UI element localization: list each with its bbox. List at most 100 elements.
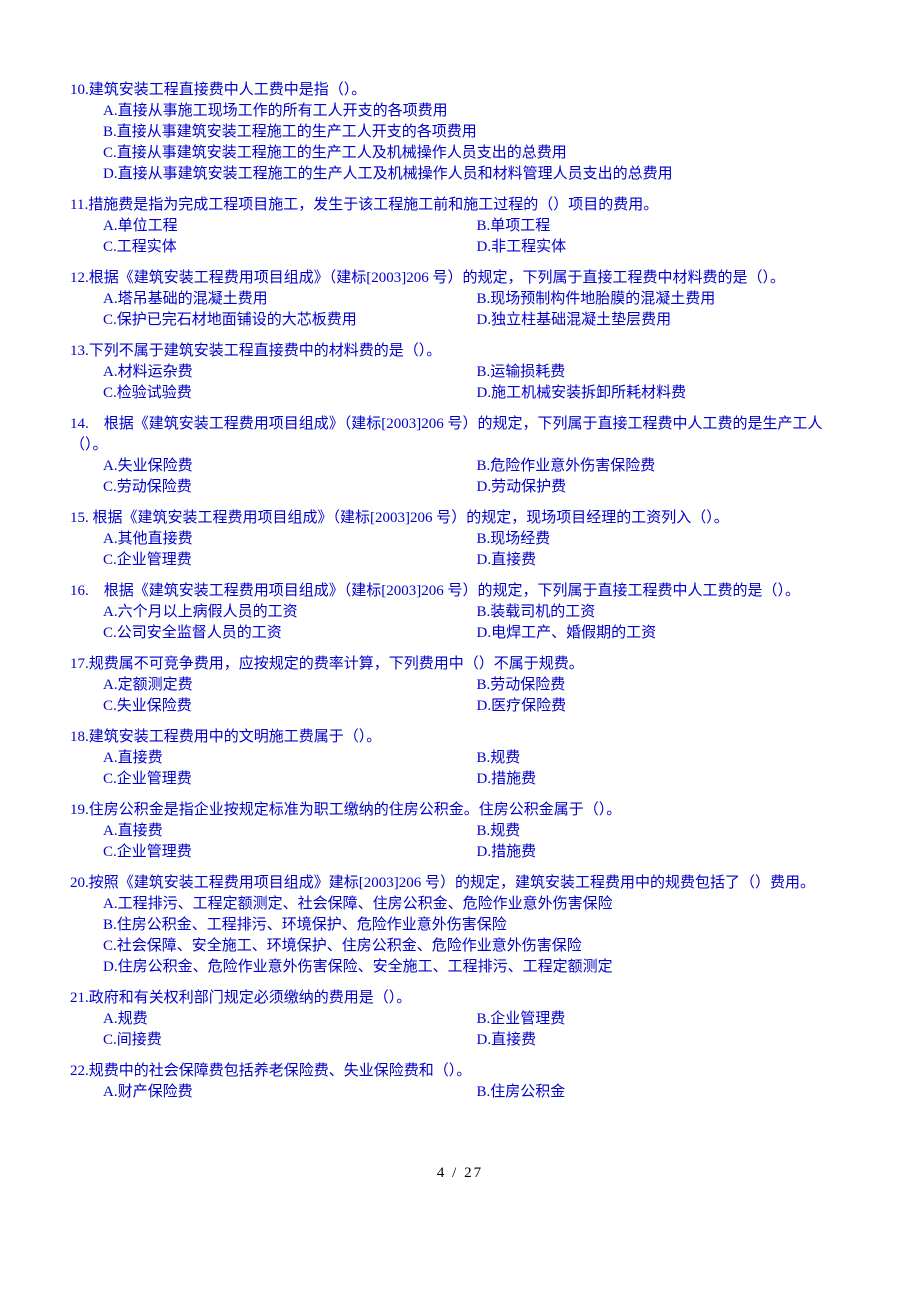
option: B.单项工程: [477, 216, 851, 237]
option-row: A.直接费B.规费: [103, 821, 850, 842]
option: C.失业保险费: [103, 696, 477, 717]
question-stem: 17.规费属不可竞争费用，应按规定的费率计算，下列费用中（）不属于规费。: [70, 654, 850, 675]
exam-page: 10.建筑安装工程直接费中人工费中是指（）。A.直接从事施工现场工作的所有工人开…: [0, 0, 920, 1224]
option: B.运输损耗费: [477, 362, 851, 383]
option-row: A.塔吊基础的混凝土费用B.现场预制构件地胎膜的混凝土费用: [103, 289, 850, 310]
option-row: A.六个月以上病假人员的工资B.装载司机的工资: [103, 602, 850, 623]
option: A.工程排污、工程定额测定、社会保障、住房公积金、危险作业意外伤害保险: [70, 894, 850, 915]
option: C.企业管理费: [103, 842, 477, 863]
question-19: 19.住房公积金是指企业按规定标准为职工缴纳的住房公积金。住房公积金属于（）。A…: [70, 800, 850, 863]
option-row: A.财产保险费B.住房公积金: [103, 1082, 850, 1103]
option: D.电焊工产、婚假期的工资: [477, 623, 851, 644]
option-row: A.单位工程B.单项工程: [103, 216, 850, 237]
option: B.住房公积金: [477, 1082, 851, 1103]
option: D.非工程实体: [477, 237, 851, 258]
options-full: A.直接从事施工现场工作的所有工人开支的各项费用B.直接从事建筑安装工程施工的生…: [70, 101, 850, 185]
option: D.劳动保护费: [477, 477, 851, 498]
question-18: 18.建筑安装工程费用中的文明施工费属于（）。A.直接费B.规费C.企业管理费D…: [70, 727, 850, 790]
option: A.定额测定费: [103, 675, 477, 696]
option: D.直接费: [477, 1030, 851, 1051]
question-14: 14. 根据《建筑安装工程费用项目组成》（建标[2003]206 号）的规定，下…: [70, 414, 850, 498]
option: D.直接从事建筑安装工程施工的生产人工及机械操作人员和材料管理人员支出的总费用: [70, 164, 850, 185]
option: A.直接费: [103, 748, 477, 769]
option: A.财产保险费: [103, 1082, 477, 1103]
option: B.规费: [477, 748, 851, 769]
option: B.企业管理费: [477, 1009, 851, 1030]
option-row: C.企业管理费D.措施费: [103, 769, 850, 790]
question-stem: 20.按照《建筑安装工程费用项目组成》建标[2003]206 号）的规定，建筑安…: [70, 873, 850, 894]
question-stem: 21.政府和有关权利部门规定必须缴纳的费用是（）。: [70, 988, 850, 1009]
options-two-col: A.材料运杂费B.运输损耗费C.检验试验费D.施工机械安装拆卸所耗材料费: [70, 362, 850, 404]
option: D.独立柱基础混凝土垫层费用: [477, 310, 851, 331]
option: A.塔吊基础的混凝土费用: [103, 289, 477, 310]
question-stem: 18.建筑安装工程费用中的文明施工费属于（）。: [70, 727, 850, 748]
option: D.医疗保险费: [477, 696, 851, 717]
option: D.施工机械安装拆卸所耗材料费: [477, 383, 851, 404]
option-row: A.定额测定费B.劳动保险费: [103, 675, 850, 696]
option-row: C.保护已完石材地面铺设的大芯板费用D.独立柱基础混凝土垫层费用: [103, 310, 850, 331]
options-two-col: A.定额测定费B.劳动保险费C.失业保险费D.医疗保险费: [70, 675, 850, 717]
option-row: A.其他直接费B.现场经费: [103, 529, 850, 550]
option: A.直接费: [103, 821, 477, 842]
option: C.劳动保险费: [103, 477, 477, 498]
option: C.公司安全监督人员的工资: [103, 623, 477, 644]
question-20: 20.按照《建筑安装工程费用项目组成》建标[2003]206 号）的规定，建筑安…: [70, 873, 850, 978]
page-footer: 4 / 27: [70, 1163, 850, 1184]
option: C.间接费: [103, 1030, 477, 1051]
question-17: 17.规费属不可竞争费用，应按规定的费率计算，下列费用中（）不属于规费。A.定额…: [70, 654, 850, 717]
option: A.规费: [103, 1009, 477, 1030]
question-16: 16. 根据《建筑安装工程费用项目组成》（建标[2003]206 号）的规定，下…: [70, 581, 850, 644]
question-15: 15. 根据《建筑安装工程费用项目组成》（建标[2003]206 号）的规定，现…: [70, 508, 850, 571]
option: B.装载司机的工资: [477, 602, 851, 623]
options-two-col: A.六个月以上病假人员的工资B.装载司机的工资C.公司安全监督人员的工资D.电焊…: [70, 602, 850, 644]
option: A.直接从事施工现场工作的所有工人开支的各项费用: [70, 101, 850, 122]
options-full: A.工程排污、工程定额测定、社会保障、住房公积金、危险作业意外伤害保险B.住房公…: [70, 894, 850, 978]
question-stem: 12.根据《建筑安装工程费用项目组成》（建标[2003]206 号）的规定，下列…: [70, 268, 850, 289]
question-stem: 11.措施费是指为完成工程项目施工，发生于该工程施工前和施工过程的（）项目的费用…: [70, 195, 850, 216]
option: C.社会保障、安全施工、环境保护、住房公积金、危险作业意外伤害保险: [70, 936, 850, 957]
question-stem: 14. 根据《建筑安装工程费用项目组成》（建标[2003]206 号）的规定，下…: [70, 414, 850, 456]
question-22: 22.规费中的社会保障费包括养老保险费、失业保险费和（）。A.财产保险费B.住房…: [70, 1061, 850, 1103]
option: A.单位工程: [103, 216, 477, 237]
options-two-col: A.其他直接费B.现场经费C.企业管理费D.直接费: [70, 529, 850, 571]
option: C.企业管理费: [103, 550, 477, 571]
option: B.现场预制构件地胎膜的混凝土费用: [477, 289, 851, 310]
options-two-col: A.财产保险费B.住房公积金: [70, 1082, 850, 1103]
option: A.材料运杂费: [103, 362, 477, 383]
option-row: C.企业管理费D.措施费: [103, 842, 850, 863]
option: B.规费: [477, 821, 851, 842]
option-row: C.劳动保险费D.劳动保护费: [103, 477, 850, 498]
question-stem: 15. 根据《建筑安装工程费用项目组成》（建标[2003]206 号）的规定，现…: [70, 508, 850, 529]
question-stem: 19.住房公积金是指企业按规定标准为职工缴纳的住房公积金。住房公积金属于（）。: [70, 800, 850, 821]
options-two-col: A.直接费B.规费C.企业管理费D.措施费: [70, 748, 850, 790]
option-row: A.规费B.企业管理费: [103, 1009, 850, 1030]
option-row: C.公司安全监督人员的工资D.电焊工产、婚假期的工资: [103, 623, 850, 644]
options-two-col: A.塔吊基础的混凝土费用B.现场预制构件地胎膜的混凝土费用C.保护已完石材地面铺…: [70, 289, 850, 331]
option-row: C.工程实体D.非工程实体: [103, 237, 850, 258]
option-row: A.失业保险费B.危险作业意外伤害保险费: [103, 456, 850, 477]
question-stem: 22.规费中的社会保障费包括养老保险费、失业保险费和（）。: [70, 1061, 850, 1082]
options-two-col: A.失业保险费B.危险作业意外伤害保险费C.劳动保险费D.劳动保护费: [70, 456, 850, 498]
option-row: A.直接费B.规费: [103, 748, 850, 769]
option: B.住房公积金、工程排污、环境保护、危险作业意外伤害保险: [70, 915, 850, 936]
question-10: 10.建筑安装工程直接费中人工费中是指（）。A.直接从事施工现场工作的所有工人开…: [70, 80, 850, 185]
option: C.保护已完石材地面铺设的大芯板费用: [103, 310, 477, 331]
question-stem: 10.建筑安装工程直接费中人工费中是指（）。: [70, 80, 850, 101]
question-21: 21.政府和有关权利部门规定必须缴纳的费用是（）。A.规费B.企业管理费C.间接…: [70, 988, 850, 1051]
option: D.措施费: [477, 769, 851, 790]
options-two-col: A.单位工程B.单项工程C.工程实体D.非工程实体: [70, 216, 850, 258]
option: C.工程实体: [103, 237, 477, 258]
option: B.劳动保险费: [477, 675, 851, 696]
question-12: 12.根据《建筑安装工程费用项目组成》（建标[2003]206 号）的规定，下列…: [70, 268, 850, 331]
option: D.直接费: [477, 550, 851, 571]
question-11: 11.措施费是指为完成工程项目施工，发生于该工程施工前和施工过程的（）项目的费用…: [70, 195, 850, 258]
option: C.企业管理费: [103, 769, 477, 790]
question-13: 13.下列不属于建筑安装工程直接费中的材料费的是（）。A.材料运杂费B.运输损耗…: [70, 341, 850, 404]
option: C.检验试验费: [103, 383, 477, 404]
option: B.危险作业意外伤害保险费: [477, 456, 851, 477]
option: A.失业保险费: [103, 456, 477, 477]
option-row: C.失业保险费D.医疗保险费: [103, 696, 850, 717]
options-two-col: A.规费B.企业管理费C.间接费D.直接费: [70, 1009, 850, 1051]
option: C.直接从事建筑安装工程施工的生产工人及机械操作人员支出的总费用: [70, 143, 850, 164]
options-two-col: A.直接费B.规费C.企业管理费D.措施费: [70, 821, 850, 863]
